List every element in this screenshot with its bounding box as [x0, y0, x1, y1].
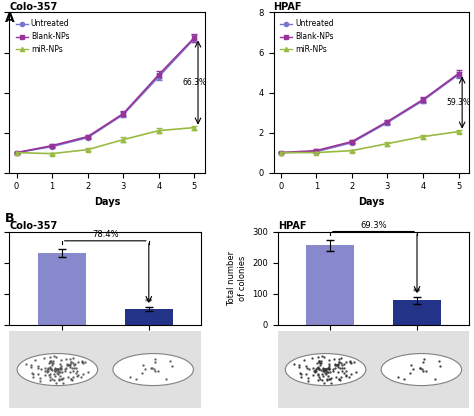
- Text: B: B: [5, 212, 14, 225]
- Text: 66.3%: 66.3%: [182, 78, 206, 87]
- Y-axis label: Total number
of colonies: Total number of colonies: [227, 250, 246, 306]
- Circle shape: [17, 354, 98, 386]
- Circle shape: [285, 354, 366, 386]
- Circle shape: [113, 354, 193, 386]
- Text: Colo-357: Colo-357: [9, 221, 58, 231]
- X-axis label: Days: Days: [358, 197, 384, 207]
- Legend: Untreated, Blank-NPs, miR-NPs: Untreated, Blank-NPs, miR-NPs: [277, 16, 337, 57]
- Text: **: **: [145, 298, 153, 307]
- Bar: [125, 309, 173, 324]
- X-axis label: Days: Days: [94, 197, 120, 207]
- Text: 69.3%: 69.3%: [360, 221, 387, 230]
- Bar: [306, 245, 354, 324]
- Bar: [38, 253, 86, 324]
- Legend: Untreated, Blank-NPs, miR-NPs: Untreated, Blank-NPs, miR-NPs: [13, 16, 73, 57]
- Text: HPAF: HPAF: [278, 221, 306, 231]
- Text: Colo-357: Colo-357: [9, 2, 58, 12]
- Text: A: A: [5, 12, 14, 25]
- Text: HPAF: HPAF: [273, 2, 302, 12]
- Bar: [393, 300, 441, 324]
- Circle shape: [381, 354, 462, 386]
- Text: 78.4%: 78.4%: [92, 230, 118, 239]
- Text: **: **: [413, 288, 421, 297]
- Text: 59.3%: 59.3%: [446, 98, 470, 107]
